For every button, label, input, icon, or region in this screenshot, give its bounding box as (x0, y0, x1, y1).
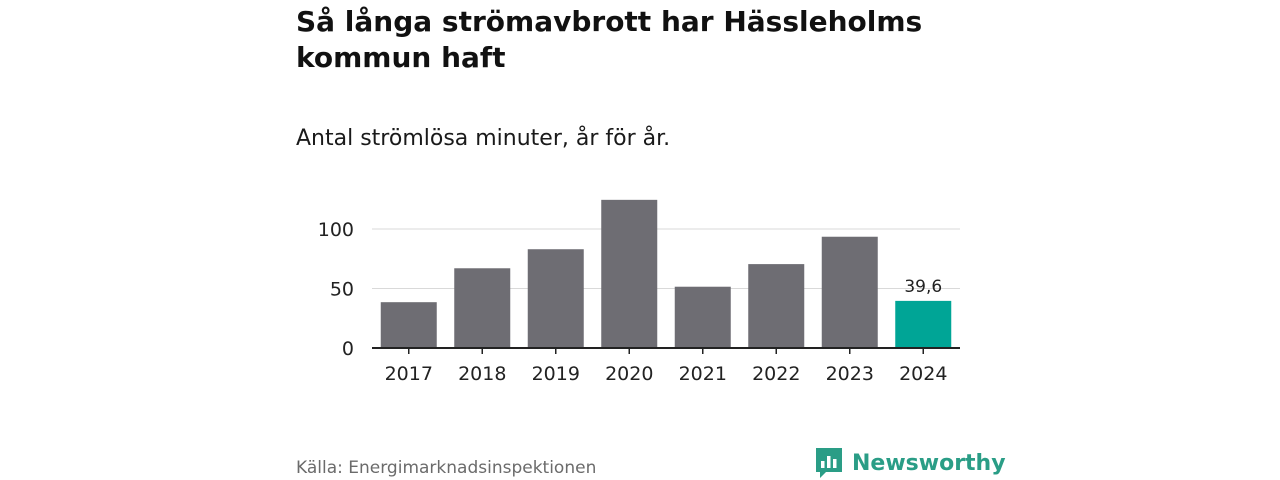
brand-name: Newsworthy (852, 450, 1006, 476)
source-note: Källa: Energimarknadsinspektionen (296, 458, 597, 478)
bar (454, 268, 511, 348)
x-tick-label: 2021 (679, 363, 727, 385)
bar (601, 199, 658, 348)
y-tick-label: 50 (330, 279, 354, 301)
x-tick-label: 2024 (899, 363, 947, 385)
x-tick-label: 2018 (458, 363, 506, 385)
bar (748, 264, 805, 348)
x-tick-label: 2019 (532, 363, 580, 385)
data-label: 39,6 (904, 277, 942, 297)
brand-logo: Newsworthy (814, 446, 1006, 480)
bar-chart: 0 50 100 2017 2018 2019 2020 2021 2022 2023 2024 39… (318, 199, 960, 385)
x-tick-label: 2023 (826, 363, 874, 385)
x-tick-label: 2022 (752, 363, 800, 385)
y-tick-label: 100 (318, 219, 354, 241)
newsworthy-logo-icon (816, 448, 842, 478)
bar (527, 249, 584, 348)
bar (380, 302, 437, 348)
chart-subtitle: Antal strömlösa minuter, år för år. (296, 126, 671, 151)
bar (895, 300, 952, 348)
bar (821, 236, 878, 348)
bar (674, 286, 731, 348)
x-tick-label: 2017 (385, 363, 433, 385)
chart-title: Så långa strömavbrott har Hässleholms ko… (296, 5, 923, 74)
y-tick-label: 0 (342, 338, 354, 360)
x-tick-label: 2020 (605, 363, 653, 385)
